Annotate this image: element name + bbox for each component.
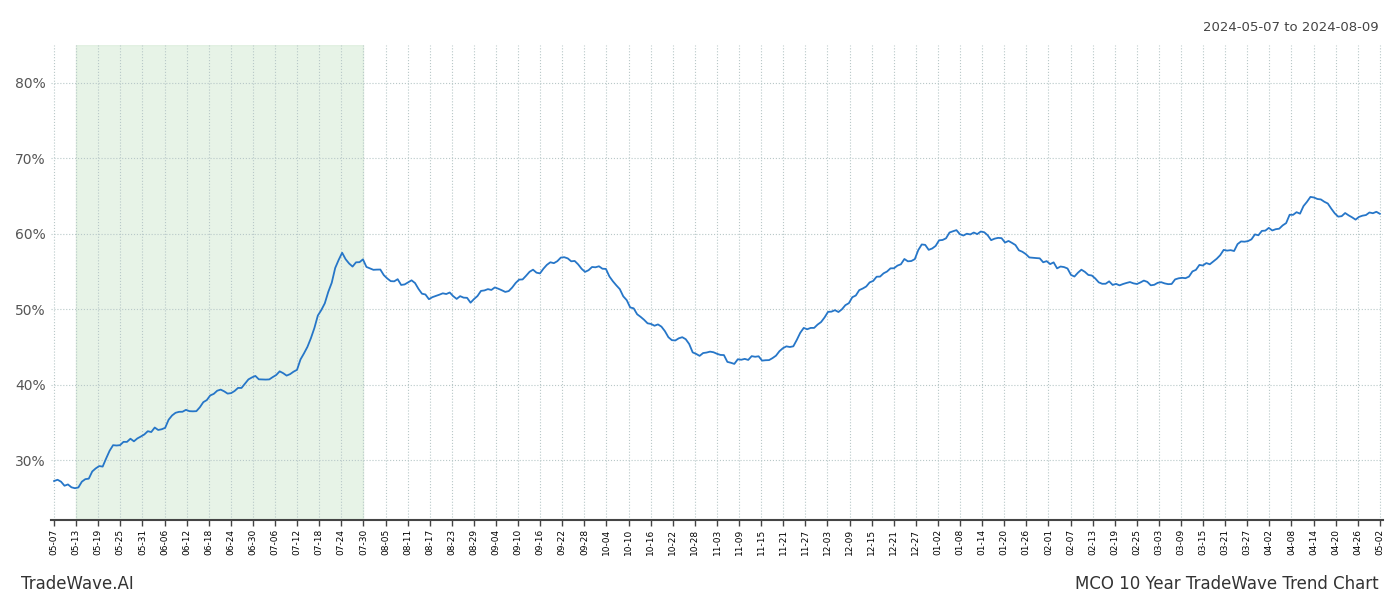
Text: MCO 10 Year TradeWave Trend Chart: MCO 10 Year TradeWave Trend Chart bbox=[1075, 575, 1379, 593]
Bar bbox=[76, 45, 364, 520]
Text: 2024-05-07 to 2024-08-09: 2024-05-07 to 2024-08-09 bbox=[1204, 21, 1379, 34]
Text: TradeWave.AI: TradeWave.AI bbox=[21, 575, 134, 593]
